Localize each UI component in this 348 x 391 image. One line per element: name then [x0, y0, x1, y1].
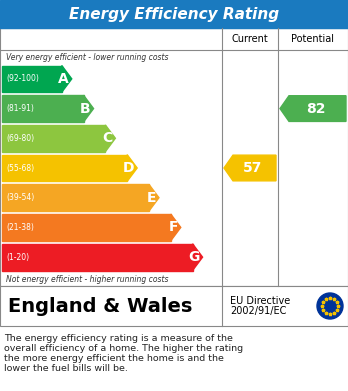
Bar — [2, 214, 171, 241]
Text: B: B — [80, 102, 90, 116]
Polygon shape — [192, 244, 203, 271]
Text: E: E — [147, 191, 156, 205]
Text: Not energy efficient - higher running costs: Not energy efficient - higher running co… — [6, 274, 168, 283]
Polygon shape — [224, 155, 276, 181]
Text: G: G — [188, 250, 199, 264]
Circle shape — [317, 293, 343, 319]
Bar — [2, 244, 192, 271]
Text: (81-91): (81-91) — [6, 104, 34, 113]
Bar — [0, 286, 348, 326]
Bar — [2, 95, 84, 122]
Text: A: A — [58, 72, 69, 86]
Text: (69-80): (69-80) — [6, 134, 34, 143]
Text: Current: Current — [232, 34, 268, 44]
Text: 2002/91/EC: 2002/91/EC — [230, 306, 286, 316]
Bar — [2, 155, 127, 181]
Polygon shape — [62, 66, 72, 92]
Bar — [0, 0, 348, 28]
Bar — [2, 125, 105, 152]
Bar — [2, 185, 149, 211]
Polygon shape — [280, 96, 346, 122]
Text: D: D — [122, 161, 134, 175]
Text: Potential: Potential — [292, 34, 334, 44]
Polygon shape — [127, 155, 137, 181]
Text: overall efficiency of a home. The higher the rating: overall efficiency of a home. The higher… — [4, 344, 243, 353]
Text: Very energy efficient - lower running costs: Very energy efficient - lower running co… — [6, 52, 168, 61]
Polygon shape — [105, 125, 115, 152]
Polygon shape — [171, 214, 181, 241]
Text: (39-54): (39-54) — [6, 193, 34, 202]
Text: (92-100): (92-100) — [6, 74, 39, 83]
Text: The energy efficiency rating is a measure of the: The energy efficiency rating is a measur… — [4, 334, 233, 343]
Text: Energy Efficiency Rating: Energy Efficiency Rating — [69, 7, 279, 22]
Text: (1-20): (1-20) — [6, 253, 29, 262]
Text: F: F — [168, 221, 178, 235]
Text: 82: 82 — [306, 102, 326, 116]
Bar — [2, 66, 62, 92]
Text: England & Wales: England & Wales — [8, 296, 192, 316]
Text: the more energy efficient the home is and the: the more energy efficient the home is an… — [4, 354, 224, 363]
Text: C: C — [102, 131, 112, 145]
Polygon shape — [149, 185, 159, 211]
Text: (55-68): (55-68) — [6, 163, 34, 172]
Text: (21-38): (21-38) — [6, 223, 34, 232]
Text: EU Directive: EU Directive — [230, 296, 290, 306]
Text: 57: 57 — [243, 161, 263, 175]
Polygon shape — [84, 95, 94, 122]
Bar — [0, 28, 348, 286]
Text: lower the fuel bills will be.: lower the fuel bills will be. — [4, 364, 128, 373]
